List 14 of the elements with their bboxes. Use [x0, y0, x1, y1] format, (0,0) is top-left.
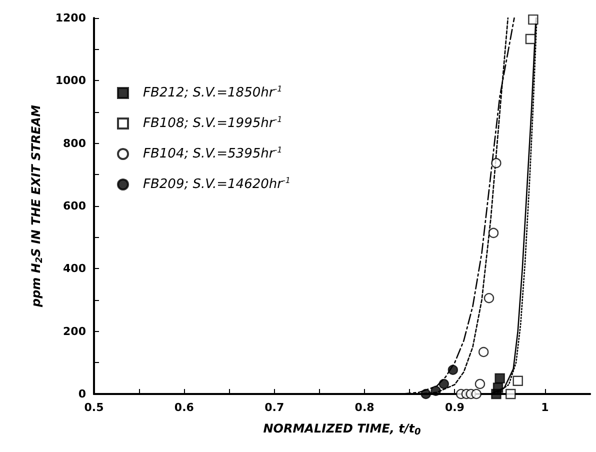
x-tick-label: 0.9: [444, 401, 464, 414]
y-tick-label: 400: [63, 262, 86, 276]
x-tick-label: 0.5: [84, 401, 104, 414]
x-tick-label: 0.6: [174, 401, 194, 414]
y-tick-label: 600: [63, 200, 86, 212]
y-axis-title: ppm H2S IN THE EXIT STREAM: [28, 104, 45, 308]
x-tick-label: 0.7: [264, 401, 284, 414]
y-tick-label: 0: [78, 388, 86, 400]
y-tick-label: 1200: [55, 12, 86, 24]
y-tick-label: 1000: [55, 74, 86, 88]
x-tick-label: 0.8: [354, 401, 374, 414]
y-tick-label: 200: [63, 324, 86, 338]
x-tick-label: 1: [541, 401, 549, 414]
y-tick-label: 800: [63, 136, 86, 150]
